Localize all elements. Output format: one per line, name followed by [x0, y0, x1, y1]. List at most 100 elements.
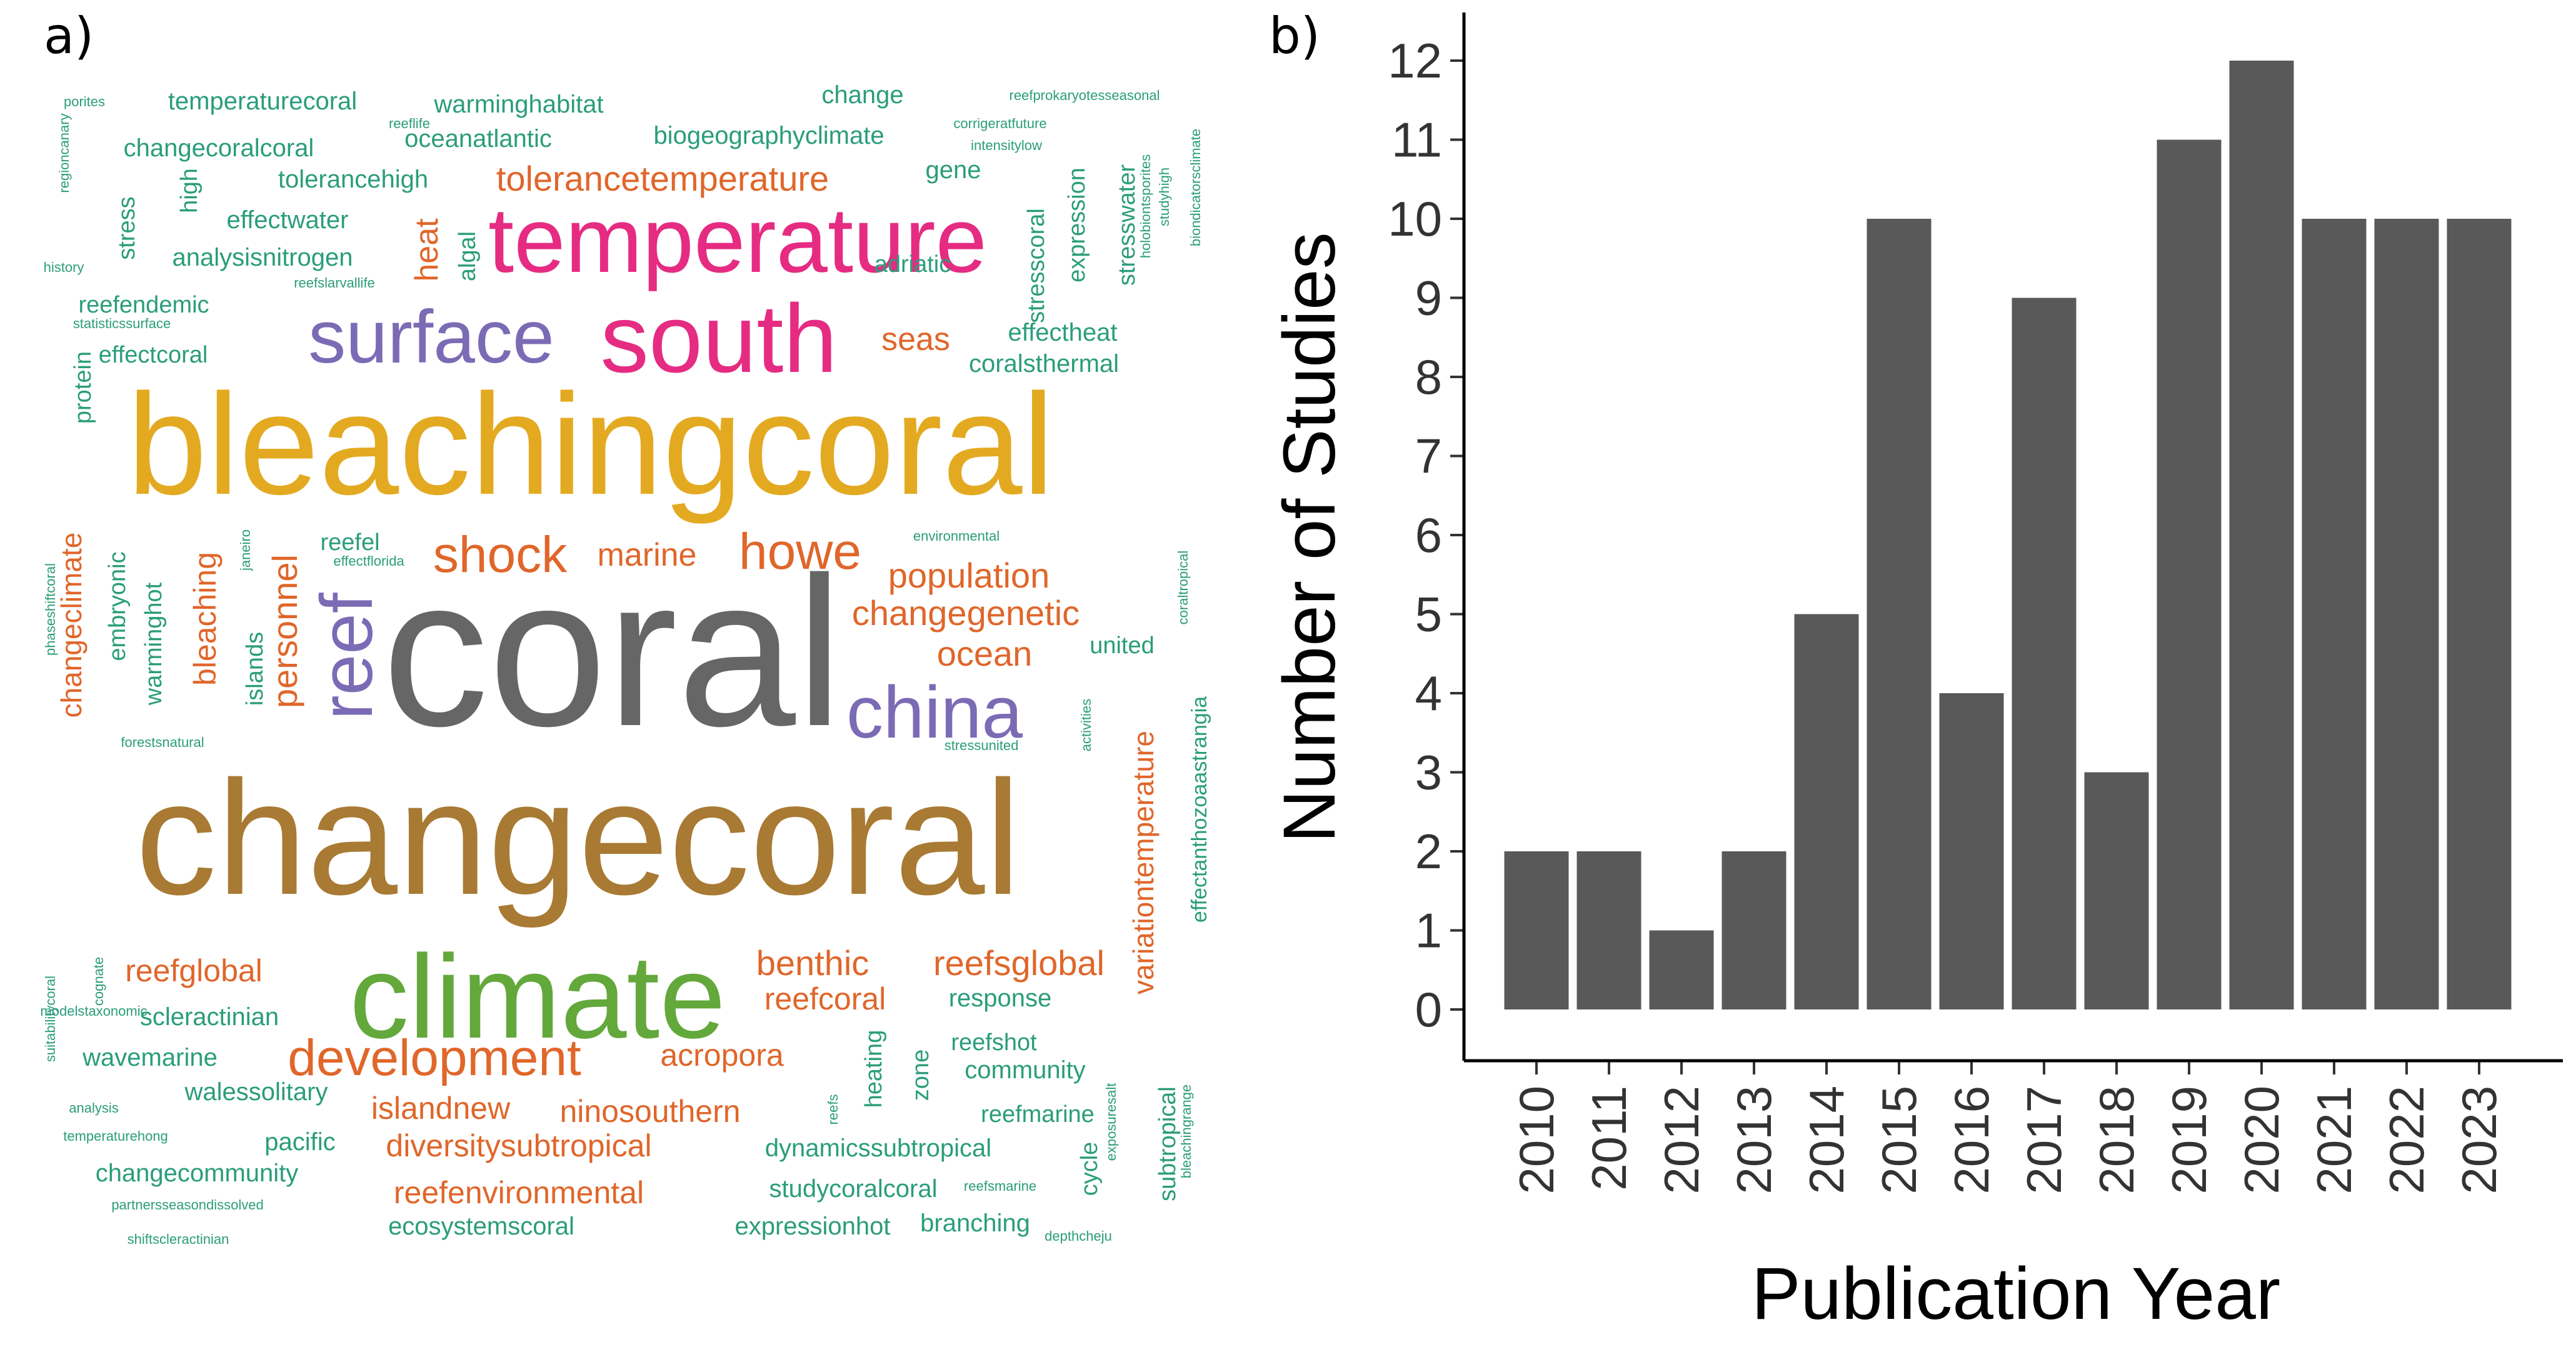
cloud-word: effectanthozoaastrangia [1188, 696, 1211, 923]
cloud-word: effectcoral [99, 342, 208, 368]
cloud-word: cognate [91, 957, 106, 1006]
cloud-word: analysis [69, 1100, 118, 1116]
y-tick-label: 9 [1415, 271, 1442, 326]
bar-2019 [2157, 139, 2222, 1009]
cloud-word: development [288, 1029, 581, 1086]
cloud-word: population [888, 556, 1050, 595]
cloud-word: analysisnitrogen [172, 244, 353, 271]
bar-2023 [2447, 219, 2512, 1009]
cloud-word: subtropical [1155, 1086, 1181, 1201]
cloud-word: tolerancetemperature [496, 159, 829, 198]
cloud-word: protein [70, 351, 96, 424]
cloud-word: janeiro [238, 529, 253, 571]
cloud-word: high [176, 168, 203, 213]
cloud-word: activities [1078, 699, 1094, 751]
cloud-word: warminghabitat [433, 91, 603, 118]
bar-2012 [1649, 930, 1714, 1009]
panel-label-b: b) [1269, 7, 1320, 65]
cloud-word: personnel [265, 554, 304, 708]
cloud-word: acropora [660, 1038, 784, 1073]
cloud-word: scleractinian [140, 1003, 279, 1031]
cloud-word: temperaturecoral [168, 88, 357, 115]
cloud-word: benthic [756, 943, 870, 983]
x-tick-label: 2017 [2017, 1086, 2072, 1194]
cloud-word: porites [64, 94, 105, 109]
x-tick-label: 2018 [2089, 1086, 2144, 1194]
bar-series [1504, 61, 2512, 1009]
x-axis-ticks: 2010 2011 2012 2013 2014 2015 2016 2017 2018 2019… [1509, 1061, 2507, 1194]
cloud-word: cycle [1076, 1142, 1103, 1196]
cloud-word: reefprokaryotesseasonal [1010, 88, 1160, 103]
cloud-word: coraltropical [1175, 551, 1191, 625]
cloud-word: reefsglobal [933, 943, 1105, 983]
bar-2021 [2302, 219, 2367, 1009]
cloud-word: shock [433, 526, 568, 583]
cloud-word: reefsmarine [964, 1178, 1036, 1194]
bar-2016 [1939, 693, 2004, 1009]
cloud-word: statisticssurface [73, 316, 171, 331]
cloud-word: stresswater [1114, 164, 1140, 286]
cloud-word: wavemarine [82, 1044, 218, 1071]
y-tick-label: 1 [1415, 903, 1442, 958]
y-tick-label: 2 [1415, 824, 1442, 879]
cloud-word: environmental [913, 528, 1000, 544]
cloud-word: reefslarvallife [294, 275, 375, 291]
x-tick-label: 2012 [1654, 1086, 1709, 1194]
cloud-word: warminghot [141, 582, 167, 706]
cloud-word: modelstaxonomic [40, 1003, 147, 1019]
cloud-word: stress [114, 196, 140, 259]
cloud-word: intensitylow [971, 138, 1042, 153]
cloud-word: change [821, 81, 903, 109]
cloud-word: branching [920, 1209, 1030, 1237]
cloud-word: changecoralcoral [124, 134, 314, 162]
cloud-word: tolerancehigh [278, 166, 428, 193]
cloud-word: changeclimate [55, 533, 88, 718]
cloud-word: islandnew [371, 1091, 511, 1126]
bar-2020 [2229, 61, 2294, 1009]
x-tick-label: 2013 [1727, 1086, 1782, 1194]
cloud-word: temperature [488, 189, 987, 292]
y-axis-title: Number of Studies [1268, 232, 1351, 843]
cloud-word: reefel [320, 529, 379, 556]
cloud-word: effectwater [227, 206, 349, 234]
cloud-word: ninosouthern [559, 1094, 740, 1129]
y-tick-label: 3 [1415, 745, 1442, 800]
cloud-word: history [44, 259, 84, 275]
y-tick-label: 10 [1388, 191, 1442, 246]
cloud-word: regioncanary [56, 113, 72, 193]
cloud-word: oceanatlantic [404, 125, 552, 153]
cloud-word: depthcheju [1045, 1228, 1112, 1244]
cloud-word: ecosystemscoral [388, 1213, 574, 1240]
cloud-word: zone [908, 1049, 934, 1101]
cloud-word: china [846, 671, 1023, 754]
cloud-word: reefmarine [981, 1101, 1095, 1128]
cloud-word: adriatic [875, 251, 951, 278]
y-tick-label: 5 [1415, 587, 1442, 642]
cloud-word: changecoral [136, 748, 1021, 929]
cloud-word: reefshot [951, 1029, 1037, 1056]
bar-2011 [1576, 851, 1641, 1009]
cloud-word: changecommunity [96, 1159, 299, 1187]
y-tick-label: 7 [1415, 429, 1442, 484]
cloud-word: coral [383, 533, 843, 771]
cloud-word: climate [349, 931, 726, 1063]
cloud-word: exposuresalt [1103, 1083, 1119, 1161]
y-tick-label: 4 [1415, 666, 1442, 721]
cloud-word: islands [242, 632, 268, 706]
y-tick-label: 12 [1388, 33, 1442, 88]
bar-2018 [2084, 772, 2149, 1009]
cloud-word: phaseshiftcoral [43, 563, 58, 656]
cloud-word: stressunited [945, 738, 1019, 753]
cloud-word: embryonic [104, 551, 131, 661]
bar-2013 [1722, 851, 1787, 1009]
cloud-word: seas [881, 321, 950, 358]
cloud-word: reeflife [389, 116, 430, 131]
cloud-word: studyhigh [1156, 168, 1172, 226]
cloud-word: bleaching [188, 552, 223, 686]
y-tick-label: 11 [1391, 113, 1442, 168]
bar-2015 [1867, 219, 1932, 1009]
panel-label-a: a) [44, 7, 94, 65]
